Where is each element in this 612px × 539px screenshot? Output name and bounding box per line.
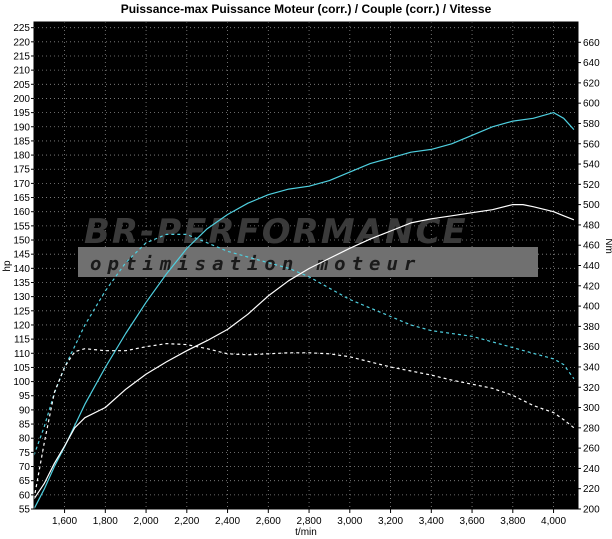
yr-tick-label-3: 260: [583, 444, 600, 455]
series-line-2: [33, 204, 575, 500]
yl-tick-label-34: 225: [13, 23, 30, 34]
yr-tick-label-15: 500: [583, 200, 600, 211]
yr-tick-label-8: 360: [583, 342, 600, 353]
yl-tick-label-19: 150: [13, 236, 30, 247]
yl-tick-label-9: 100: [13, 377, 30, 388]
yl-tick-label-30: 205: [13, 80, 30, 91]
yl-tick-label-10: 105: [13, 363, 30, 374]
yl-tick-label-27: 190: [13, 122, 30, 133]
yl-tick-label-15: 130: [13, 292, 30, 303]
x-tick-label-1: 1,800: [93, 516, 118, 527]
x-tick-label-3: 2,200: [174, 516, 199, 527]
series-line-3: [33, 343, 575, 500]
yr-tick-label-20: 600: [583, 99, 600, 110]
series-line-0: [33, 112, 575, 510]
yr-tick-label-7: 340: [583, 362, 600, 373]
watermark-band: [78, 247, 538, 277]
yl-tick-label-24: 175: [13, 165, 30, 176]
series-line-1: [33, 233, 575, 456]
yr-tick-label-14: 480: [583, 220, 600, 231]
yl-tick-label-21: 160: [13, 207, 30, 218]
watermark: BR-PERFORMANCE optimisation moteur: [78, 212, 538, 277]
series-lines: [33, 112, 575, 510]
yl-tick-label-29: 200: [13, 94, 30, 105]
yr-tick-label-1: 220: [583, 484, 600, 495]
yl-tick-label-7: 90: [19, 405, 31, 416]
yl-tick-label-22: 165: [13, 193, 30, 204]
yl-tick-label-28: 195: [13, 108, 30, 119]
yl-tick-label-33: 220: [13, 37, 30, 48]
yr-tick-label-16: 520: [583, 180, 600, 191]
yl-tick-label-1: 60: [19, 490, 31, 501]
x-tick-label-4: 2,400: [215, 516, 240, 527]
yl-tick-label-18: 145: [13, 250, 30, 261]
right-axis-ticks: 200 220 240 260 280 300 320 340 360 380 400 420 440 4…: [578, 38, 600, 516]
yr-tick-label-23: 660: [583, 38, 600, 49]
right-axis-label: Nm: [603, 238, 612, 254]
yl-tick-label-0: 55: [19, 505, 31, 516]
grid-lines: [34, 22, 578, 510]
yr-tick-label-11: 420: [583, 281, 600, 292]
yr-tick-label-19: 580: [583, 119, 600, 130]
x-tick-label-5: 2,600: [256, 516, 281, 527]
yl-tick-label-25: 180: [13, 151, 30, 162]
yl-tick-label-8: 95: [19, 391, 31, 402]
yl-tick-label-2: 65: [19, 476, 31, 487]
watermark-brand: BR-PERFORMANCE: [84, 212, 468, 252]
left-axis-ticks: 55 60 65 70 75 80 85 90 95 100 105 110 115 120 125 130 1…: [13, 23, 34, 516]
yr-tick-label-10: 400: [583, 302, 600, 313]
yl-tick-label-6: 85: [19, 420, 31, 431]
x-axis-ticks: 1,600 1,800 2,000 2,200 2,400 2,600 2,800 3,000…: [52, 509, 566, 527]
yl-tick-label-4: 75: [19, 448, 31, 459]
x-tick-label-2: 2,000: [134, 516, 159, 527]
yr-tick-label-2: 240: [583, 464, 600, 475]
yl-tick-label-20: 155: [13, 221, 30, 232]
yl-tick-label-3: 70: [19, 462, 31, 473]
x-tick-label-8: 3,200: [378, 516, 403, 527]
left-axis-label: hp: [2, 260, 13, 272]
chart-title: Puissance-max Puissance Moteur (corr.) /…: [121, 2, 492, 16]
yr-tick-label-4: 280: [583, 423, 600, 434]
x-tick-label-12: 4,000: [541, 516, 566, 527]
x-tick-label-10: 3,600: [460, 516, 485, 527]
yr-tick-label-22: 640: [583, 58, 600, 69]
x-tick-label-9: 3,400: [419, 516, 444, 527]
x-tick-label-7: 3,000: [337, 516, 362, 527]
yr-tick-label-0: 200: [583, 505, 600, 516]
x-axis-label: t/min: [295, 527, 317, 538]
watermark-tagline: optimisation moteur: [90, 253, 421, 275]
x-tick-label-0: 1,600: [52, 516, 77, 527]
x-tick-label-6: 2,800: [297, 516, 322, 527]
yl-tick-label-16: 135: [13, 278, 30, 289]
yr-tick-label-17: 540: [583, 160, 600, 171]
yl-tick-label-32: 215: [13, 51, 30, 62]
yr-tick-label-13: 460: [583, 241, 600, 252]
x-tick-label-11: 3,800: [500, 516, 525, 527]
yl-tick-label-12: 115: [14, 335, 30, 346]
yr-tick-label-5: 300: [583, 403, 600, 414]
yl-tick-label-23: 170: [13, 179, 30, 190]
yl-tick-label-13: 120: [13, 320, 30, 331]
yr-tick-label-12: 440: [583, 261, 600, 272]
yr-tick-label-6: 320: [583, 383, 600, 394]
yr-tick-label-21: 620: [583, 78, 600, 89]
yr-tick-label-9: 380: [583, 322, 600, 333]
yl-tick-label-26: 185: [13, 136, 30, 147]
yl-tick-label-17: 140: [13, 264, 30, 275]
yl-tick-label-31: 210: [13, 66, 30, 77]
yl-tick-label-5: 80: [19, 434, 31, 445]
yr-tick-label-18: 560: [583, 139, 600, 150]
yl-tick-label-11: 110: [14, 349, 30, 360]
yl-tick-label-14: 125: [13, 306, 30, 317]
